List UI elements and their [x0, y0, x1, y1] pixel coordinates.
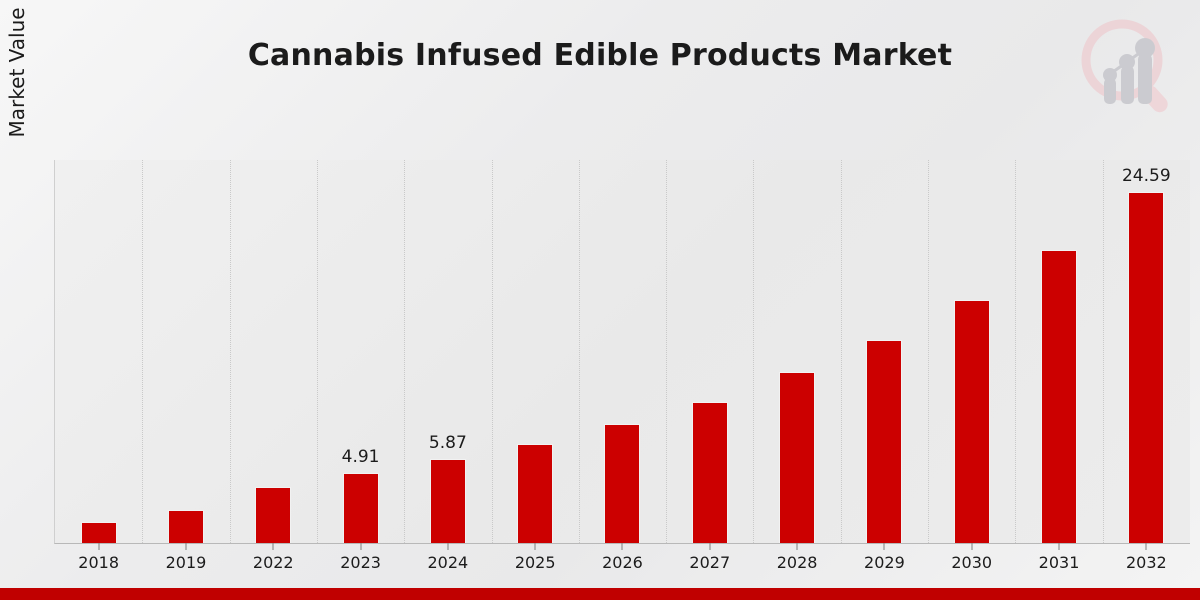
- x-axis-tick-label: 2032: [1125, 553, 1167, 572]
- bar[interactable]: [691, 401, 728, 543]
- bar[interactable]: [604, 424, 641, 543]
- bar[interactable]: [429, 459, 466, 543]
- bar[interactable]: [517, 444, 554, 543]
- footer-accent-bar: [0, 588, 1200, 600]
- x-axis-tick-mark: [534, 543, 536, 550]
- x-axis-tick-label: 2024: [427, 553, 469, 572]
- x-axis-tick-mark: [1145, 543, 1147, 550]
- page-title: Cannabis Infused Edible Products Market: [247, 38, 953, 73]
- x-axis-tick-label: 2030: [951, 553, 993, 572]
- bar[interactable]: [167, 510, 204, 543]
- bar[interactable]: [255, 487, 292, 543]
- magnifier-bar-chart-logo-icon: [1076, 16, 1178, 118]
- x-axis-tick-mark: [185, 543, 187, 550]
- gridline: [753, 160, 755, 543]
- x-axis-tick-label: 2027: [689, 553, 731, 572]
- y-axis-title: Market Value in USD Billion: [5, 0, 29, 138]
- bar-slot: 2029: [841, 160, 928, 572]
- bar[interactable]: [866, 340, 903, 543]
- gridline: [928, 160, 930, 543]
- gridline: [840, 160, 842, 543]
- x-axis-tick-label: 2019: [165, 553, 207, 572]
- x-axis-tick-label: 2028: [776, 553, 818, 572]
- gridline: [316, 160, 318, 543]
- gridline: [1015, 160, 1017, 543]
- gridline: [404, 160, 406, 543]
- plot-area: 2018 2019 2022 4.91 2023 5.87 2024 2025 2026 2027…: [54, 160, 1190, 572]
- bar[interactable]: [953, 300, 990, 543]
- gridline: [229, 160, 231, 543]
- bar[interactable]: [1041, 250, 1078, 543]
- x-axis-tick-mark: [447, 543, 449, 550]
- x-axis-tick-mark: [796, 543, 798, 550]
- x-axis-tick-mark: [883, 543, 885, 550]
- bar-slot: 5.87 2024: [404, 160, 491, 572]
- x-axis-tick-mark: [621, 543, 623, 550]
- bar-slot: 24.59 2032: [1103, 160, 1190, 572]
- bar-slot: 2026: [579, 160, 666, 572]
- x-axis-tick-mark: [360, 543, 362, 550]
- bar-slot: 2027: [666, 160, 753, 572]
- x-axis-tick-label: 2029: [864, 553, 905, 572]
- bar-slot: 2022: [230, 160, 317, 572]
- bar[interactable]: [342, 472, 379, 543]
- bar-slot: 2028: [753, 160, 840, 572]
- bar-slot: 2030: [928, 160, 1015, 572]
- bar-value-label: 5.87: [428, 433, 467, 454]
- bar[interactable]: [1128, 191, 1165, 543]
- x-axis-tick-mark: [272, 543, 274, 550]
- x-axis-tick-mark: [98, 543, 100, 550]
- bar-slot: 2018: [55, 160, 142, 572]
- gridline: [142, 160, 144, 543]
- bar-slot: 2019: [142, 160, 229, 572]
- x-axis-tick-mark: [1058, 543, 1060, 550]
- bar-value-label: 24.59: [1121, 165, 1171, 186]
- gridline: [666, 160, 668, 543]
- bar-slot: 2031: [1015, 160, 1102, 572]
- x-axis-tick-label: 2023: [340, 553, 381, 572]
- x-axis-tick-label: 2025: [514, 553, 556, 572]
- gridline: [1102, 160, 1104, 543]
- x-axis-tick-mark: [971, 543, 973, 550]
- x-axis-tick-label: 2018: [78, 553, 119, 572]
- gridline: [578, 160, 580, 543]
- bar-slot: 2025: [492, 160, 579, 572]
- bar[interactable]: [80, 521, 117, 543]
- bar[interactable]: [779, 371, 816, 543]
- bar-slot: 4.91 2023: [317, 160, 404, 572]
- x-axis-tick-label: 2022: [252, 553, 294, 572]
- x-axis-tick-label: 2031: [1038, 553, 1080, 572]
- x-axis-tick-mark: [709, 543, 711, 550]
- bar-value-label: 4.91: [341, 446, 380, 467]
- x-axis-tick-label: 2026: [602, 553, 643, 572]
- gridline: [491, 160, 493, 543]
